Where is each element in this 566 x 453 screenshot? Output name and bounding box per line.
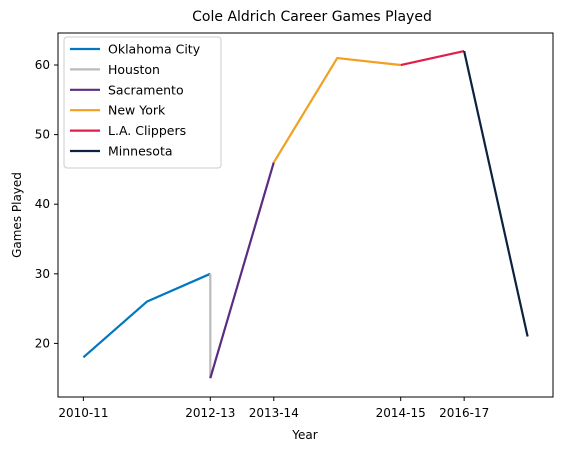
x-tick-label: 2010-11 [58,406,108,420]
series-line-5 [463,50,529,337]
x-tick-label: 2016-17 [439,406,489,420]
x-tick-label: 2014-15 [376,406,426,420]
legend-box [63,36,222,169]
legend-label-2: Sacramento [108,82,184,97]
x-axis-label: Year [291,428,317,442]
y-tick-label: 20 [35,336,50,350]
plot-area: 2010-11 2012-13 2013-14 2014-15 2016-17 20 30… [35,32,554,420]
series-line-2 [209,162,275,379]
y-axis-label: Games Played [10,172,24,258]
x-tick-label: 2013-14 [249,406,299,420]
x-axis: 2010-11 2012-13 2013-14 2014-15 2016-17 [58,397,489,420]
chart-title: Cole Aldrich Career Games Played [192,9,432,25]
legend-label-3: New York [108,103,166,118]
y-tick-label: 40 [35,197,50,211]
series-lines [82,50,529,379]
legend: Oklahoma City Houston Sacramento New York L.… [63,36,222,169]
y-tick-label: 30 [35,267,50,281]
series-line-3 [272,56,401,164]
series-line-4 [400,50,465,67]
legend-label-4: L.A. Clippers [108,123,186,138]
legend-label-1: Houston [108,62,160,77]
plot-frame [57,32,554,398]
y-axis: 20 30 40 50 60 [35,58,58,350]
legend-label-5: Minnesota [108,144,173,159]
legend-label-0: Oklahoma City [108,42,201,57]
y-tick-label: 50 [35,128,50,142]
series-line-0 [82,272,211,359]
y-tick-label: 60 [35,58,50,72]
x-tick-label: 2012-13 [185,406,235,420]
